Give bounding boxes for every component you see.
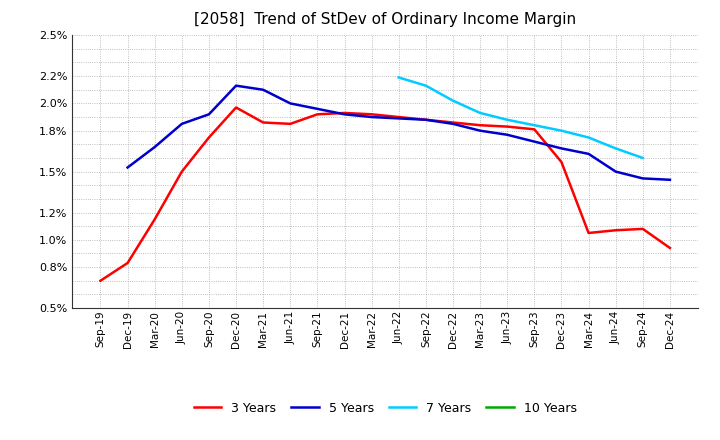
3 Years xyxy=(204,135,213,140)
5 Years xyxy=(286,101,294,106)
Title: [2058]  Trend of StDev of Ordinary Income Margin: [2058] Trend of StDev of Ordinary Income… xyxy=(194,12,576,27)
3 Years xyxy=(313,112,322,117)
5 Years xyxy=(611,169,620,174)
3 Years xyxy=(639,226,647,231)
3 Years xyxy=(367,112,376,117)
3 Years xyxy=(96,278,105,283)
3 Years xyxy=(341,110,349,116)
5 Years xyxy=(259,87,268,92)
7 Years xyxy=(476,110,485,116)
7 Years xyxy=(584,135,593,140)
5 Years xyxy=(584,151,593,157)
3 Years xyxy=(503,124,511,129)
5 Years xyxy=(557,146,566,151)
Line: 5 Years: 5 Years xyxy=(127,86,670,180)
3 Years xyxy=(178,169,186,174)
5 Years xyxy=(367,114,376,120)
5 Years xyxy=(204,112,213,117)
3 Years xyxy=(530,127,539,132)
3 Years xyxy=(286,121,294,127)
5 Years xyxy=(503,132,511,137)
5 Years xyxy=(421,117,430,122)
3 Years xyxy=(665,246,674,251)
5 Years xyxy=(178,121,186,127)
5 Years xyxy=(313,106,322,111)
5 Years xyxy=(476,128,485,133)
5 Years xyxy=(341,112,349,117)
5 Years xyxy=(123,165,132,170)
3 Years xyxy=(476,123,485,128)
3 Years xyxy=(557,159,566,165)
5 Years xyxy=(639,176,647,181)
5 Years xyxy=(150,144,159,150)
3 Years xyxy=(395,114,403,120)
3 Years xyxy=(584,230,593,235)
5 Years xyxy=(232,83,240,88)
3 Years xyxy=(421,117,430,122)
7 Years xyxy=(611,146,620,151)
3 Years xyxy=(611,227,620,233)
7 Years xyxy=(639,155,647,161)
3 Years xyxy=(150,216,159,222)
7 Years xyxy=(395,75,403,80)
3 Years xyxy=(123,260,132,266)
3 Years xyxy=(449,120,457,125)
7 Years xyxy=(530,123,539,128)
5 Years xyxy=(395,116,403,121)
3 Years xyxy=(259,120,268,125)
7 Years xyxy=(421,83,430,88)
5 Years xyxy=(449,121,457,127)
Legend: 3 Years, 5 Years, 7 Years, 10 Years: 3 Years, 5 Years, 7 Years, 10 Years xyxy=(194,402,577,414)
3 Years xyxy=(232,105,240,110)
Line: 3 Years: 3 Years xyxy=(101,107,670,281)
Line: 7 Years: 7 Years xyxy=(399,77,643,158)
5 Years xyxy=(530,139,539,144)
5 Years xyxy=(665,177,674,183)
7 Years xyxy=(557,128,566,133)
7 Years xyxy=(503,117,511,122)
7 Years xyxy=(449,98,457,103)
